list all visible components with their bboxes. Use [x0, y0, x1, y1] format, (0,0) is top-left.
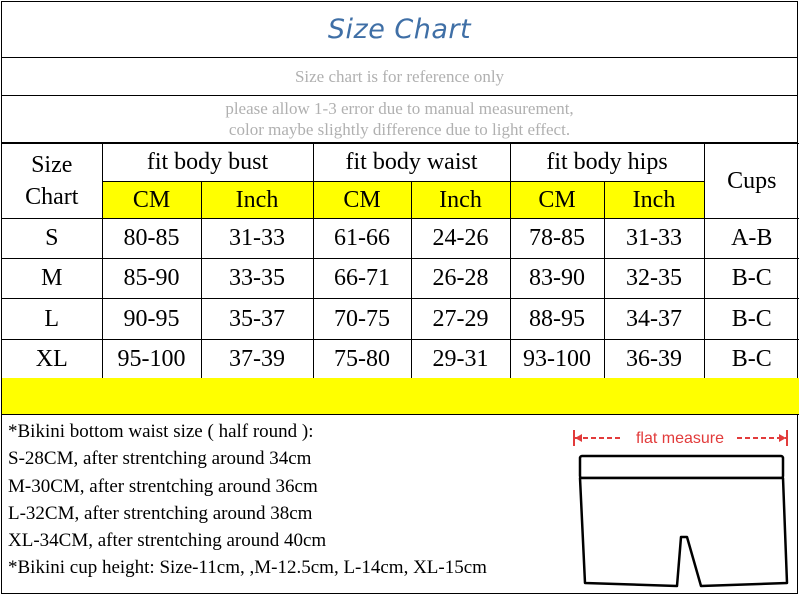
- bust-cm-cell: 85-90: [101, 258, 202, 299]
- bust-inch-cell: 31-33: [200, 218, 314, 259]
- hips-inch-cell: 31-33: [603, 218, 705, 259]
- hips-header: fit body hips: [509, 143, 705, 182]
- note-line: XL-34CM, after strentching around 40cm: [8, 530, 327, 552]
- table-row: XL 95-100 37-39 75-80 29-31 93-100 36-39…: [2, 339, 799, 379]
- hips-cm-cell: 78-85: [509, 218, 605, 259]
- size-cell: XL: [2, 339, 103, 379]
- waist-inch-cell: 24-26: [410, 218, 511, 259]
- note-line: *Bikini cup height: Size-11cm, ,M-12.5cm…: [8, 557, 487, 579]
- bust-cm-cell: 95-100: [101, 339, 202, 379]
- bust-inch-cell: 37-39: [200, 339, 314, 379]
- size-table: Size Chart fit body bust fit body waist …: [2, 143, 799, 379]
- table-row: S 80-85 31-33 61-66 24-26 78-85 31-33 A-…: [2, 218, 799, 259]
- hips-inch-cell: 32-35: [603, 258, 705, 299]
- flat-measure-diagram: flat measure: [573, 430, 789, 588]
- cups-cell: A-B: [703, 218, 799, 259]
- waist-cm-cell: 61-66: [312, 218, 412, 259]
- table-header-row: Size Chart fit body bust fit body waist …: [2, 143, 799, 219]
- size-header: Size Chart: [25, 152, 79, 210]
- unit-waist-inch: Inch: [410, 181, 511, 219]
- bust-cm-cell: 90-95: [101, 298, 202, 340]
- error-note: please allow 1-3 error due to manual mea…: [2, 96, 797, 143]
- flat-measure-arrow: [573, 430, 788, 446]
- bust-cm-cell: 80-85: [101, 218, 202, 259]
- flat-measure-label: flat measure: [636, 430, 724, 447]
- waist-inch-cell: 26-28: [410, 258, 511, 299]
- size-cell: L: [2, 298, 103, 340]
- table-row: M 85-90 33-35 66-71 26-28 83-90 32-35 B-…: [2, 258, 799, 299]
- bust-inch-cell: 35-37: [200, 298, 314, 340]
- waist-cm-cell: 66-71: [312, 258, 412, 299]
- cups-cell: B-C: [703, 258, 799, 299]
- waist-cm-cell: 70-75: [312, 298, 412, 340]
- cups-cell: B-C: [703, 298, 799, 340]
- reference-note: Size chart is for reference only: [2, 58, 797, 96]
- hips-inch-cell: 34-37: [603, 298, 705, 340]
- page-title: Size Chart: [2, 2, 797, 58]
- cups-cell: B-C: [703, 339, 799, 379]
- error-note-line-2: color maybe slightly difference due to l…: [228, 120, 571, 139]
- hips-cm-cell: 93-100: [509, 339, 605, 379]
- waist-cm-cell: 75-80: [312, 339, 412, 379]
- yellow-divider-band: [2, 378, 799, 415]
- unit-bust-inch: Inch: [200, 181, 314, 219]
- error-note-line-1: please allow 1-3 error due to manual mea…: [225, 99, 574, 118]
- bust-inch-cell: 33-35: [200, 258, 314, 299]
- waist-inch-cell: 29-31: [410, 339, 511, 379]
- table-units-row: CM Inch CM Inch CM Inch: [2, 181, 799, 219]
- hips-cm-cell: 83-90: [509, 258, 605, 299]
- unit-hips-cm: CM: [509, 181, 605, 219]
- cups-header: Cups: [703, 143, 799, 219]
- hips-cm-cell: 88-95: [509, 298, 605, 340]
- unit-hips-inch: Inch: [603, 181, 704, 219]
- waist-inch-cell: 27-29: [410, 298, 511, 340]
- bottom-size-notes: *Bikini bottom waist size ( half round )…: [8, 418, 487, 582]
- table-row: L 90-95 35-37 70-75 27-29 88-95 34-37 B-…: [2, 298, 799, 340]
- size-header-cell: Size Chart: [2, 143, 103, 219]
- note-line: L-32CM, after strentching around 38cm: [8, 502, 313, 524]
- hips-inch-cell: 36-39: [603, 339, 705, 379]
- note-line: *Bikini bottom waist size ( half round )…: [8, 421, 314, 442]
- size-cell: M: [2, 258, 103, 299]
- note-line: M-30CM, after strentching around 36cm: [8, 475, 318, 497]
- waist-header: fit body waist: [312, 143, 511, 182]
- note-line: S-28CM, after strentching around 34cm: [8, 448, 312, 470]
- unit-bust-cm: CM: [102, 181, 202, 219]
- shorts-outline-icon: [578, 454, 789, 588]
- size-cell: S: [2, 218, 103, 259]
- bust-header: fit body bust: [101, 143, 314, 182]
- unit-waist-cm: CM: [312, 181, 412, 219]
